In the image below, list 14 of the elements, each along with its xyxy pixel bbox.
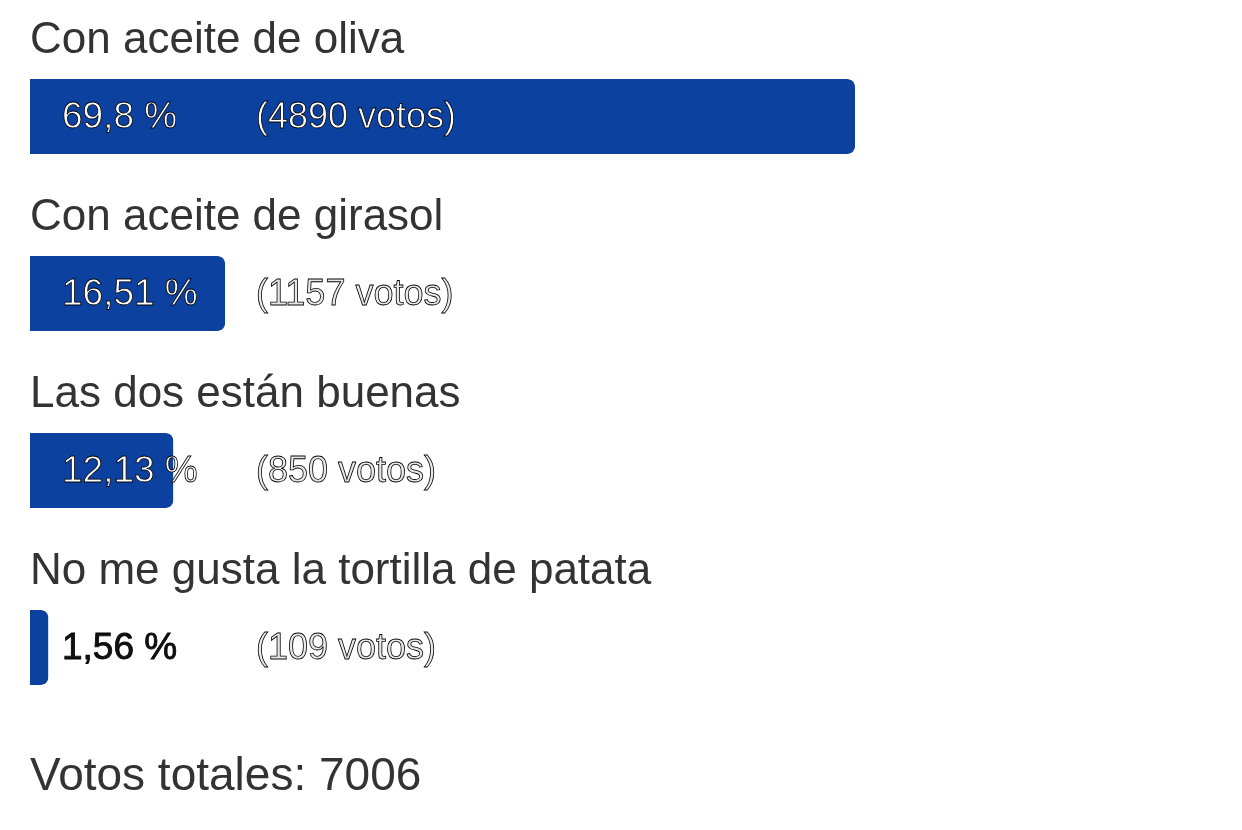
y-tick-label: No me gusta la tortilla de patata bbox=[30, 543, 652, 593]
annotation: (4890 votos) bbox=[256, 94, 457, 136]
y-tick-label: Con aceite de oliva bbox=[30, 12, 405, 62]
data-label: 1,56 % bbox=[62, 625, 178, 667]
bar bbox=[30, 79, 856, 154]
y-tick-label: Las dos están buenas bbox=[30, 366, 461, 416]
annotation: (850 votos) bbox=[256, 448, 437, 490]
data-label: 16,51 % bbox=[62, 271, 198, 313]
annotation: (1157 votos) bbox=[256, 271, 454, 313]
bar bbox=[30, 610, 49, 685]
y-tick-label: Con aceite de girasol bbox=[30, 189, 444, 239]
text: Votos totales: 7006 bbox=[30, 748, 422, 800]
annotation: (109 votos) bbox=[256, 625, 437, 667]
data-label: 69,8 % bbox=[62, 94, 178, 136]
